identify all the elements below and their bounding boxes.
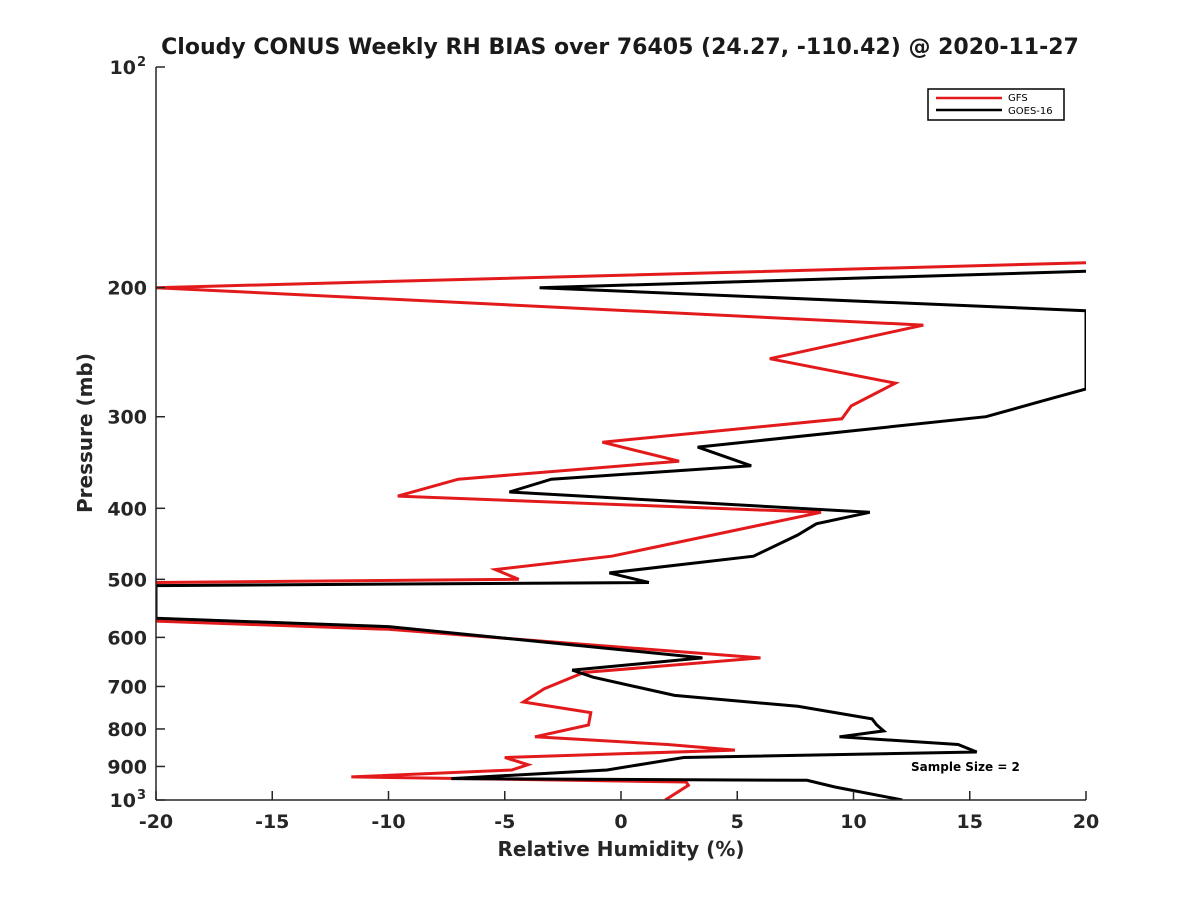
y-tick-label: 900: [107, 756, 147, 778]
x-tick-label: -10: [371, 811, 405, 833]
x-tick-label: 0: [614, 811, 627, 833]
y-tick-label: 10: [110, 790, 136, 812]
y-tick-label: 700: [107, 676, 147, 698]
sample-size-annotation: Sample Size = 2: [911, 760, 1020, 774]
y-tick-label: 200: [107, 278, 147, 300]
x-tick-label: -20: [139, 811, 173, 833]
y-tick-label: 300: [107, 407, 147, 429]
x-tick-label: -5: [494, 811, 515, 833]
y-tick-exponent: 3: [137, 788, 146, 803]
legend: GFS GOES-16: [927, 88, 1065, 121]
series-layer: [156, 261, 1086, 800]
y-tick-label: 800: [107, 719, 147, 741]
y-tick-exponent: 2: [137, 55, 146, 70]
y-axis-label: Pressure (mb): [73, 353, 97, 513]
plot-area: [156, 67, 1086, 800]
y-tick-label: 10: [110, 57, 136, 79]
legend-label-gfs: GFS: [1008, 93, 1028, 104]
x-tick-label: 15: [957, 811, 983, 833]
y-tick-label: 400: [107, 498, 147, 520]
chart-title: Cloudy CONUS Weekly RH BIAS over 76405 (…: [161, 35, 1079, 60]
x-tick-label: 5: [731, 811, 744, 833]
x-axis-label: Relative Humidity (%): [497, 837, 744, 861]
series-line-gfs: [156, 261, 1086, 800]
y-tick-label: 500: [107, 569, 147, 591]
x-tick-label: 10: [840, 811, 866, 833]
legend-label-goes16: GOES-16: [1008, 106, 1053, 117]
y-tick-label: 600: [107, 627, 147, 649]
x-tick-label: -15: [255, 811, 289, 833]
x-tick-label: 20: [1073, 811, 1099, 833]
legend-box: [927, 88, 1065, 121]
series-line-goes16: [156, 269, 1086, 800]
